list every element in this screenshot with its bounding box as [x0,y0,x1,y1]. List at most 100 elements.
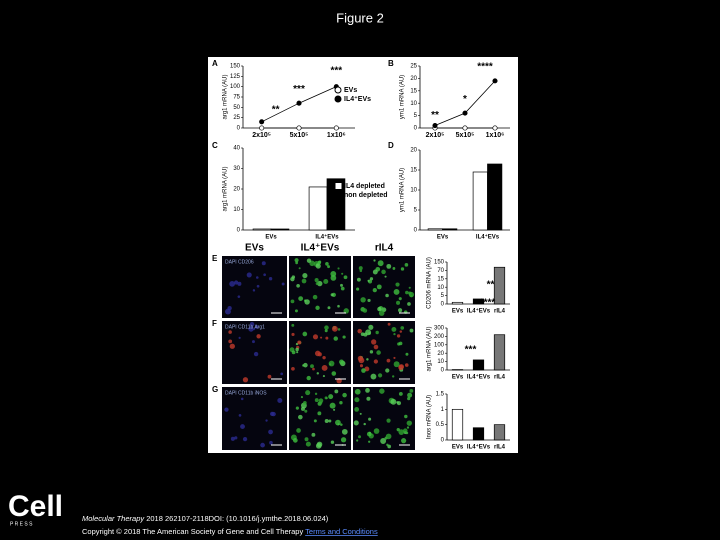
y-tick-label: 0 [414,126,418,132]
x-tick-label: IL4⁺EVs [467,444,491,451]
cell [378,310,385,316]
cell [255,276,259,279]
terms-link[interactable]: Terms and Conditions [305,527,378,536]
cell [367,279,370,282]
cell [325,262,329,266]
column-header: rIL4 [375,243,394,254]
cell [340,286,345,291]
micrograph [353,321,415,384]
cell [395,282,400,287]
cell [300,406,306,411]
y-tick-label: 0 [237,126,241,132]
cell [295,261,299,265]
cell [343,308,349,314]
panel-label: F [212,319,217,328]
cell [238,336,241,339]
cell [354,397,360,403]
micrograph [222,321,287,384]
cell [295,406,299,410]
y-tick-label: 0 [441,368,445,374]
significance: ** [487,280,495,291]
cell [328,419,332,423]
x-tick-label: EVs [452,375,464,381]
cell [328,394,334,400]
cell [361,368,366,373]
y-tick-label: 50 [233,105,240,111]
cell [312,294,318,300]
legend-label: non depleted [344,192,388,199]
cell [281,282,285,286]
x-tick-label: 1x10⁶ [486,132,505,139]
cell [296,351,299,354]
x-tick-label: EVs [437,235,449,241]
title: Figure 2 [336,10,384,25]
y-tick-label: 0 [441,302,445,308]
cell [322,375,325,378]
significance: **** [477,62,493,73]
cell [372,269,378,275]
cell [228,330,232,334]
cell [379,388,385,394]
cell [340,437,347,443]
y-tick-label: 5 [414,208,418,214]
y-tick-label: 1.5 [436,392,445,398]
cell [396,334,401,338]
cell [303,362,308,368]
logo-sub: P R E S S [10,521,33,527]
cell [386,358,391,363]
legend-marker [334,182,343,190]
cell [228,339,233,344]
cell [291,332,295,337]
cell [363,332,368,337]
cell [323,278,329,285]
cell [300,396,303,399]
cell [252,340,255,344]
bar [472,298,485,305]
cell [375,330,379,335]
cell [225,308,231,315]
cell [331,371,337,376]
y-axis-label: arg1 mRNA (AU) [223,74,229,119]
data-point [296,125,302,131]
data-point [296,100,302,106]
cell [327,306,331,310]
significance: ** [272,104,280,115]
cell [398,364,404,371]
data-point [259,119,265,125]
bar [451,301,464,305]
cell [252,328,255,331]
cell [242,437,248,442]
y-tick-label: 20 [410,76,417,82]
cell [356,277,361,282]
cell [386,418,391,423]
cell [407,397,411,401]
cell [324,396,328,400]
cell [316,441,323,448]
y-tick-label: 25 [410,64,417,70]
y-tick-label: 15 [437,276,444,282]
cell [408,291,412,295]
cell [311,432,316,437]
cell [302,272,308,279]
cell [298,296,304,301]
cell [357,328,362,334]
cell [335,419,341,426]
cell [317,411,322,416]
cell [249,321,255,327]
cell [398,429,405,435]
cell [366,431,372,437]
cell [320,336,323,339]
cell [304,409,308,413]
cell [302,331,308,337]
cell [398,391,403,396]
legend-label: IL4 depleted [344,183,385,190]
x-tick-label: EVs [265,235,277,241]
cell [377,306,382,312]
cell [291,323,295,327]
cell [404,363,409,367]
y-tick-label: 125 [230,74,241,80]
cell [330,440,335,444]
cell [354,407,360,412]
y-tick-label: 10 [410,101,417,107]
bar [270,228,290,231]
